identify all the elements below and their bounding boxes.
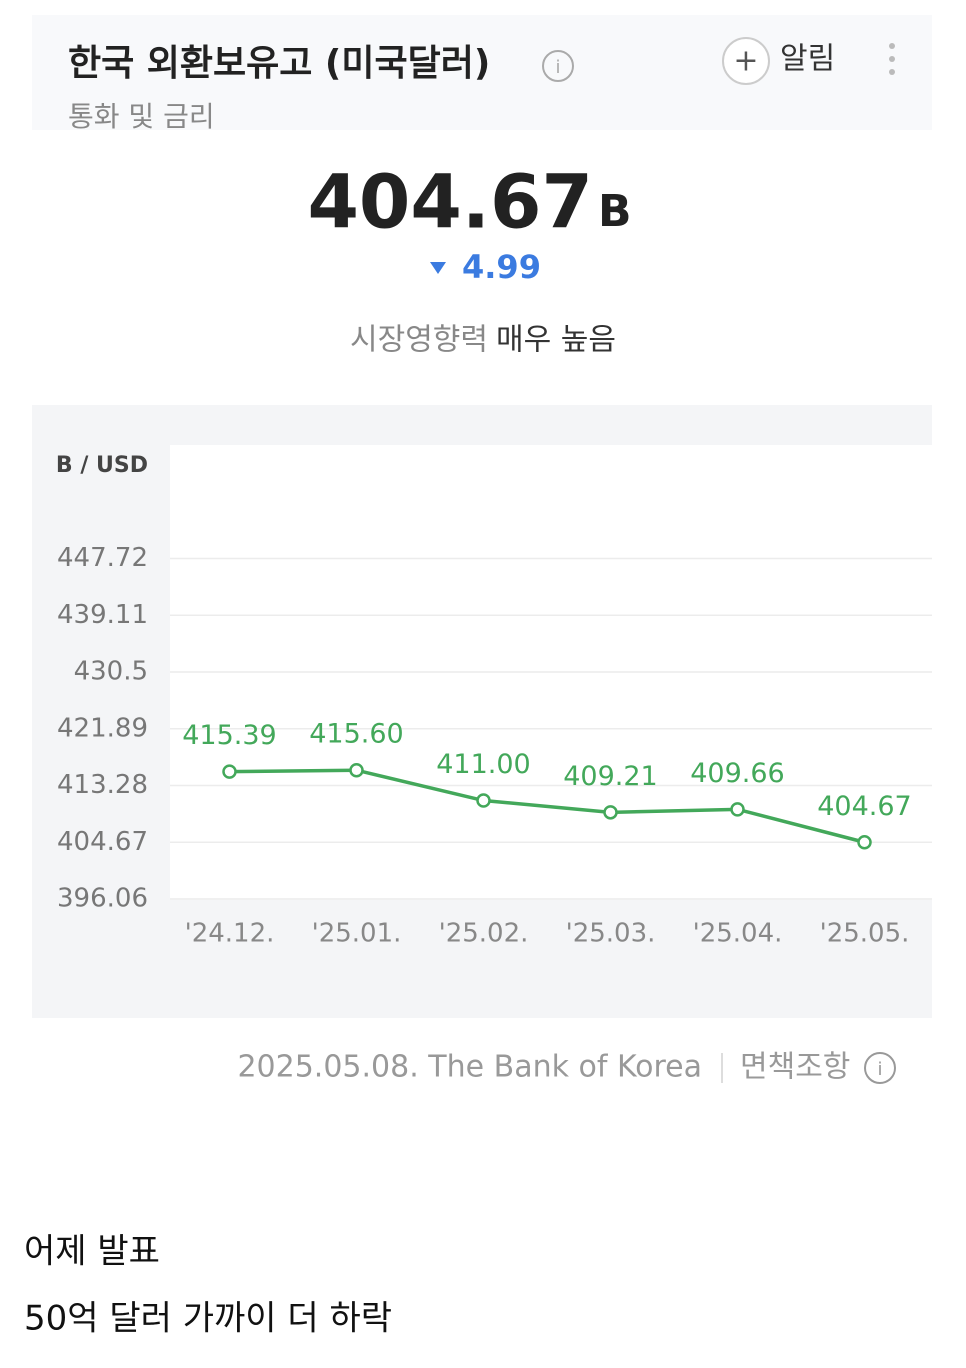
value-label: 415.60	[309, 719, 403, 750]
y-tick-label: 396.06	[57, 884, 148, 914]
y-tick-label: 413.28	[57, 770, 148, 800]
disclaimer[interactable]: 면책조항	[740, 1050, 850, 1085]
value-label: 409.66	[690, 758, 784, 789]
x-tick-label: '25.02.	[439, 919, 529, 949]
header-bg	[32, 15, 932, 130]
info-i: i	[877, 1059, 882, 1080]
y-tick-label: 430.5	[74, 657, 148, 687]
x-tick-label: '25.04.	[693, 919, 783, 949]
data-point	[349, 762, 364, 778]
value-label: 411.00	[436, 749, 530, 780]
info-i: i	[555, 57, 560, 78]
x-tick-label: '25.03.	[566, 919, 656, 949]
plot: 396.06 404.67 413.28 421.89 430.5 439.11 447.7…	[57, 543, 932, 949]
post-line: 50억 달러 가까이 더 하락	[24, 1299, 392, 1339]
value-label: 415.39	[182, 720, 276, 751]
price: 404.67	[307, 160, 593, 246]
menu-dot[interactable]	[889, 56, 895, 62]
x-tick-label: '25.01.	[312, 919, 402, 949]
y-tick-label: 439.11	[57, 600, 148, 630]
y-axis-label: B / USD	[56, 453, 148, 478]
value-label: 404.67	[817, 791, 911, 822]
title: 한국 외환보유고 (미국달러)	[68, 43, 490, 84]
y-tick-label: 404.67	[57, 827, 148, 857]
impact-label: 시장영향력	[350, 323, 488, 358]
data-point	[730, 802, 745, 817]
data-line	[229, 768, 865, 844]
source: 2025.05.08. The Bank of Korea	[237, 1050, 702, 1085]
down-arrow	[430, 262, 446, 274]
price-unit: B	[598, 186, 632, 237]
menu-dot[interactable]	[889, 43, 895, 49]
menu-dot[interactable]	[889, 69, 895, 75]
data-point	[476, 793, 491, 808]
subtitle: 통화 및 금리	[68, 100, 215, 133]
info-icon[interactable]	[542, 50, 574, 82]
data-point	[603, 805, 618, 820]
alert-button[interactable]	[722, 37, 770, 85]
data-point	[857, 835, 872, 850]
x-tick-label: '24.12.	[185, 919, 275, 949]
change: 4.99	[462, 248, 541, 286]
plus-icon: +	[733, 44, 758, 79]
y-tick-label: 421.89	[57, 713, 148, 743]
x-tick-label: '25.05.	[820, 919, 910, 949]
y-tick-label: 447.72	[57, 543, 148, 573]
info-icon[interactable]	[864, 1052, 896, 1084]
impact-value: 매우 높음	[496, 323, 616, 358]
value-label: 409.21	[563, 761, 657, 792]
post-line: 어제 발표	[24, 1232, 160, 1272]
alert-label[interactable]: 알림	[780, 42, 835, 77]
data-point	[222, 764, 237, 779]
